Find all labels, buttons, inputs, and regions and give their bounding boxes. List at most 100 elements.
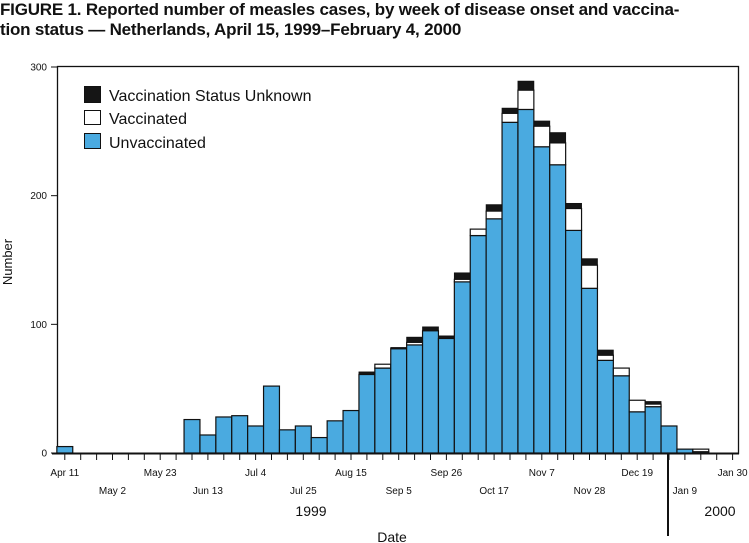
legend-swatch-unvaccinated [84, 133, 101, 149]
bar-week-26 [469, 228, 487, 454]
x-tick-label: Jun 13 [193, 486, 223, 497]
x-axis-label: Date [377, 529, 407, 543]
bar-week-10 [215, 416, 233, 454]
bar-segment-unvaccinated [580, 287, 599, 454]
bar-week-29 [517, 80, 535, 454]
bar-segment-vaccinated [612, 367, 630, 377]
bar-week-35 [612, 367, 630, 454]
bar-segment-unvaccinated [676, 448, 694, 454]
title-line-2: tion status — Netherlands, April 15, 199… [0, 20, 462, 39]
y-tick-label: 300 [30, 63, 47, 74]
bar-week-38 [660, 425, 678, 454]
bar-segment-unknown [422, 326, 439, 332]
bar-segment-unvaccinated [485, 218, 503, 454]
bar-week-25 [453, 272, 471, 454]
bar-week-13 [262, 385, 281, 454]
bar-week-8 [183, 418, 201, 454]
bar-week-11 [231, 415, 249, 454]
x-tick-label: May 2 [99, 486, 127, 497]
bar-week-33 [580, 258, 599, 454]
bar-segment-vaccinated [628, 399, 646, 413]
legend-label-vaccinated: Vaccinated [109, 111, 187, 128]
bar-segment-unvaccinated [215, 416, 233, 454]
bar-segment-unknown [406, 336, 423, 343]
bar-week-34 [596, 349, 614, 454]
bar-segment-unvaccinated [549, 164, 567, 454]
bar-segment-vaccinated [485, 210, 503, 220]
bar-segment-unvaccinated [565, 229, 583, 454]
bar-segment-unvaccinated [294, 425, 312, 454]
legend-label-unvaccinated: Unvaccinated [109, 135, 206, 152]
y-axis-label: Number [0, 238, 15, 285]
y-ticks: 0 100 200 300 [30, 63, 58, 460]
bar-segment-vaccinated [533, 125, 551, 148]
bar-segment-unvaccinated [469, 234, 487, 454]
bar-week-40 [692, 448, 710, 454]
bar-segment-unvaccinated [342, 409, 360, 454]
bar-segment-unknown [358, 371, 376, 375]
bar-week-19 [358, 371, 376, 454]
bar-segment-vaccinated [580, 264, 599, 289]
x-tick-label: Jul 25 [290, 486, 317, 497]
bar-segment-unvaccinated [358, 373, 376, 454]
bar-segment-unvaccinated [374, 367, 392, 454]
x-tick-label: Dec 19 [621, 468, 653, 479]
bar-week-21 [390, 347, 408, 454]
x-tick-label: Sep 5 [386, 486, 413, 497]
bar-segment-unknown [501, 107, 519, 114]
bar-segment-vaccinated [469, 228, 487, 237]
y-tick-label: 0 [41, 449, 47, 460]
title-line-1: FIGURE 1. Reported number of measles cas… [0, 0, 680, 19]
x-tick-label: May 23 [144, 468, 177, 479]
bar-segment-unvaccinated [628, 411, 646, 454]
x-tick-label: Nov 28 [574, 486, 606, 497]
bar-week-27 [485, 204, 503, 454]
bar-segment-unknown [597, 349, 614, 356]
bar-segment-vaccinated [501, 112, 519, 123]
bar-segment-unknown [485, 204, 503, 212]
bar-week-22 [406, 336, 424, 454]
bar-week-18 [342, 409, 360, 454]
legend-swatch-unknown [84, 86, 101, 103]
legend-swatch-vaccinated [84, 110, 101, 125]
x-tick-label: Sep 26 [431, 468, 463, 479]
bar-week-24 [437, 335, 455, 454]
bar-segment-unknown [581, 258, 598, 266]
bar-segment-unvaccinated [199, 434, 217, 454]
y-tick-label: 200 [30, 191, 47, 202]
bar-week-37 [644, 401, 662, 454]
bar-segment-unvaccinated [501, 121, 519, 454]
bar-segment-unvaccinated [390, 348, 408, 454]
bar-segment-unvaccinated [406, 344, 424, 454]
bar-segment-unknown [390, 347, 408, 350]
x-tick-label: Aug 15 [335, 468, 367, 479]
bar-segment-unvaccinated [231, 415, 249, 454]
bar-week-39 [676, 448, 694, 454]
bar-week-20 [374, 363, 392, 454]
legend: Vaccination Status Unknown Vaccinated Un… [84, 86, 311, 152]
bar-segment-unvaccinated [421, 330, 440, 454]
bar-week-0 [56, 445, 74, 454]
x-tick-label: Jul 4 [245, 468, 267, 479]
x-tick-label: Jan 9 [673, 486, 698, 497]
bar-segment-unknown [549, 132, 567, 144]
bar-segment-unvaccinated [533, 146, 551, 454]
bar-segment-unknown [565, 202, 582, 209]
year-label-1999: 1999 [295, 503, 326, 519]
legend-label-unknown: Vaccination Status Unknown [109, 88, 311, 105]
bar-week-17 [326, 420, 344, 454]
x-tick-label: Jan 30 [718, 468, 748, 479]
bar-segment-unvaccinated [247, 425, 265, 454]
bar-segment-unvaccinated [596, 359, 614, 454]
bar-segment-vaccinated [596, 354, 614, 361]
bar-segment-vaccinated [374, 363, 392, 369]
bar-week-36 [628, 399, 646, 454]
x-ticks: Apr 11 May 2 May 23 Jun 13 Jul 4 Jul 25 Aug 15… [50, 453, 748, 497]
bar-segment-unvaccinated [612, 375, 630, 454]
bar-segment-unvaccinated [262, 385, 281, 454]
x-tick-label: Apr 11 [50, 468, 79, 479]
bar-segment-unvaccinated [453, 281, 471, 454]
bar-segment-unknown [453, 272, 471, 280]
bar-week-9 [199, 434, 217, 454]
